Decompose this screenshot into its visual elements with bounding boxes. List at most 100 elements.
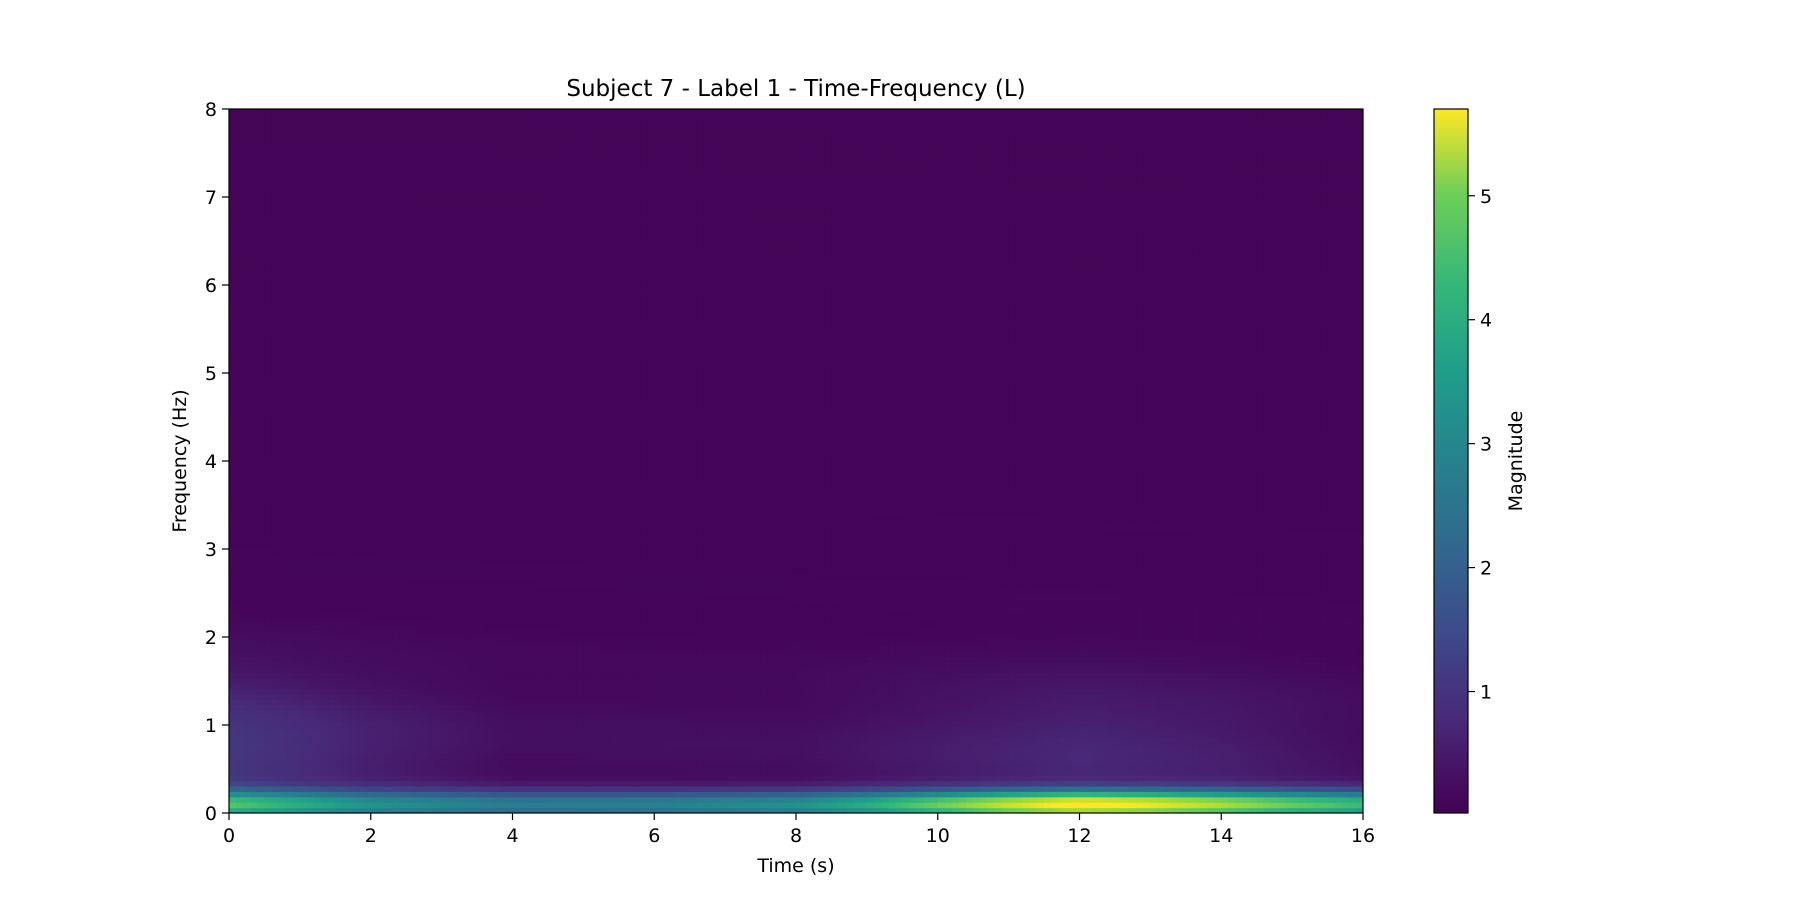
heatmap-cell bbox=[462, 547, 471, 554]
heatmap-cell bbox=[406, 201, 414, 208]
heatmap-cell bbox=[434, 590, 443, 597]
heatmap-cell bbox=[264, 130, 273, 137]
heatmap-cell bbox=[491, 396, 499, 403]
heatmap-cell bbox=[349, 471, 358, 478]
heatmap-cell bbox=[399, 726, 407, 733]
heatmap-cell bbox=[328, 807, 336, 813]
heatmap-cell bbox=[243, 444, 251, 451]
heatmap-cell bbox=[363, 672, 372, 679]
heatmap-cell bbox=[448, 558, 457, 565]
heatmap-cell bbox=[420, 163, 429, 170]
heatmap-cell bbox=[455, 737, 464, 744]
heatmap-cell bbox=[250, 699, 258, 706]
heatmap-cell bbox=[384, 688, 393, 695]
heatmap-cell bbox=[285, 217, 294, 224]
heatmap-cell bbox=[427, 563, 436, 570]
heatmap-cell bbox=[484, 720, 492, 727]
heatmap-cell bbox=[441, 255, 450, 262]
heatmap-cell bbox=[427, 715, 436, 722]
heatmap-cell bbox=[257, 775, 266, 782]
heatmap-cell bbox=[498, 650, 507, 657]
heatmap-cell bbox=[292, 260, 301, 267]
heatmap-cell bbox=[285, 168, 294, 175]
heatmap-cell bbox=[392, 596, 400, 603]
heatmap-cell bbox=[434, 141, 443, 148]
heatmap-cell bbox=[342, 580, 351, 587]
heatmap-cell bbox=[285, 238, 294, 245]
heatmap-cell bbox=[250, 661, 258, 668]
heatmap-cell bbox=[264, 184, 273, 191]
heatmap-cell bbox=[299, 450, 308, 457]
heatmap-cell bbox=[462, 336, 471, 343]
heatmap-cell bbox=[285, 255, 294, 262]
heatmap-cell bbox=[455, 504, 464, 511]
heatmap-cell bbox=[285, 796, 294, 803]
heatmap-cell bbox=[250, 764, 258, 771]
heatmap-cell bbox=[427, 363, 436, 370]
heatmap-cell bbox=[392, 574, 400, 581]
heatmap-cell bbox=[292, 704, 301, 711]
heatmap-cell bbox=[257, 379, 266, 386]
heatmap-cell bbox=[250, 666, 258, 673]
heatmap-cell bbox=[469, 179, 478, 186]
heatmap-cell bbox=[292, 607, 301, 614]
heatmap-cell bbox=[356, 590, 365, 597]
heatmap-cell bbox=[406, 439, 414, 446]
heatmap-cell bbox=[299, 266, 308, 273]
heatmap-cell bbox=[299, 428, 308, 435]
heatmap-cell bbox=[477, 525, 485, 532]
heatmap-cell bbox=[257, 244, 266, 251]
heatmap-cell bbox=[427, 282, 436, 289]
heatmap-cell bbox=[285, 163, 294, 170]
heatmap-cell bbox=[469, 769, 478, 776]
heatmap-cell bbox=[356, 228, 365, 235]
heatmap-cell bbox=[335, 558, 343, 565]
heatmap-cell bbox=[491, 666, 499, 673]
heatmap-cell bbox=[278, 731, 287, 738]
heatmap-cell bbox=[257, 184, 266, 191]
heatmap-cell bbox=[328, 423, 336, 430]
heatmap-cell bbox=[278, 406, 287, 413]
heatmap-cell bbox=[384, 547, 393, 554]
heatmap-cell bbox=[377, 645, 386, 652]
heatmap-cell bbox=[236, 515, 244, 522]
heatmap-cell bbox=[292, 471, 301, 478]
heatmap-cell bbox=[356, 525, 365, 532]
heatmap-cell bbox=[413, 677, 421, 684]
heatmap-cell bbox=[236, 352, 244, 359]
heatmap-cell bbox=[292, 504, 301, 511]
heatmap-cell bbox=[314, 125, 322, 132]
heatmap-cell bbox=[455, 255, 464, 262]
heatmap-cell bbox=[363, 450, 372, 457]
heatmap-cell bbox=[285, 661, 294, 668]
heatmap-cell bbox=[250, 331, 258, 338]
heatmap-cell bbox=[236, 488, 244, 495]
heatmap-cell bbox=[236, 796, 244, 803]
heatmap-cell bbox=[278, 753, 287, 760]
heatmap-cell bbox=[250, 293, 258, 300]
heatmap-cell bbox=[349, 401, 358, 408]
heatmap-cell bbox=[370, 379, 379, 386]
heatmap-cell bbox=[491, 488, 499, 495]
heatmap-cell bbox=[462, 758, 471, 765]
heatmap-cell bbox=[314, 347, 322, 354]
heatmap-cell bbox=[356, 618, 365, 625]
heatmap-cell bbox=[257, 249, 266, 256]
heatmap-cell bbox=[285, 601, 294, 608]
heatmap-cell bbox=[377, 807, 386, 813]
heatmap-cell bbox=[236, 390, 244, 397]
heatmap-cell bbox=[292, 320, 301, 327]
heatmap-cell bbox=[406, 715, 414, 722]
heatmap-cell bbox=[462, 704, 471, 711]
heatmap-cell bbox=[236, 255, 244, 262]
heatmap-cell bbox=[420, 650, 429, 657]
heatmap-cell bbox=[370, 293, 379, 300]
heatmap-cell bbox=[321, 385, 329, 392]
heatmap-cell bbox=[314, 396, 322, 403]
heatmap-cell bbox=[406, 569, 414, 576]
heatmap-cell bbox=[434, 498, 443, 505]
heatmap-cell bbox=[236, 168, 244, 175]
heatmap-cell bbox=[321, 693, 329, 700]
heatmap-cell bbox=[236, 374, 244, 381]
heatmap-cell bbox=[370, 184, 379, 191]
